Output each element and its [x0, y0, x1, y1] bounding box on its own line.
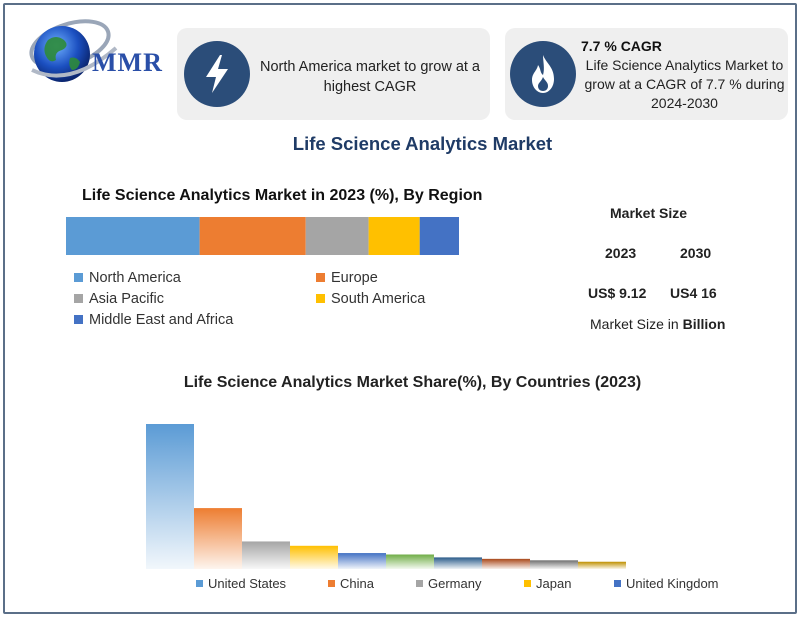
legend-label: United States	[208, 576, 287, 591]
legend-germany: Germany	[416, 576, 481, 591]
legend-asia-pacific: Asia Pacific	[74, 291, 164, 307]
note-prefix: Market Size in	[590, 316, 683, 332]
market-size-title: Market Size	[610, 205, 688, 221]
infographic-frame	[3, 3, 797, 614]
lightning-icon	[184, 41, 250, 107]
highlight-card-cagr: 7.7 % CAGR Life Science Analytics Market…	[505, 28, 788, 120]
market-size-year-2023: 2023	[605, 245, 637, 261]
legend-middle-east-africa: Middle East and Africa	[74, 312, 233, 328]
legend-swatch	[328, 580, 335, 588]
legend-south-america: South America	[316, 291, 425, 307]
stack-segment-asia-pacific	[305, 217, 369, 255]
legend-label: Asia Pacific	[89, 291, 164, 307]
legend-label: Japan	[536, 576, 572, 591]
logo-text: MMR	[92, 48, 163, 77]
legend-label: Europe	[331, 270, 378, 286]
region-chart-title: Life Science Analytics Market in 2023 (%…	[82, 187, 483, 204]
legend-swatch	[524, 580, 531, 588]
flame-icon	[510, 41, 576, 107]
legend-swatch	[416, 580, 423, 588]
cagr-heading: 7.7 % CAGR	[581, 38, 662, 54]
page-title: Life Science Analytics Market	[292, 133, 553, 154]
country-chart-title: Life Science Analytics Market Share(%), …	[183, 374, 642, 391]
legend-label: United Kingdom	[626, 576, 719, 591]
legend-label: South America	[331, 291, 426, 307]
card-text: Life Science Analytics Market to grow at…	[584, 57, 785, 111]
market-size-unit-note: Market Size in Billion	[590, 316, 725, 332]
legend-label: Middle East and Africa	[89, 312, 234, 328]
mmr-logo: MMR	[18, 18, 168, 88]
legend-swatch	[74, 314, 83, 324]
market-size-year-2030: 2030	[680, 245, 712, 261]
legend-label: North America	[89, 270, 181, 286]
legend-japan: Japan	[524, 576, 571, 591]
card-text: North America market to grow at a highes…	[260, 59, 480, 95]
highlight-card-north-america: North America market to grow at a highes…	[177, 28, 490, 120]
legend-swatch	[316, 293, 325, 303]
legend-swatch	[196, 580, 203, 588]
stack-segment-south-america	[368, 217, 420, 255]
note-unit: Billion	[682, 316, 726, 332]
region-stacked-bar	[66, 217, 459, 255]
globe-logo-icon	[29, 19, 118, 82]
legend-swatch	[316, 272, 325, 282]
legend-united-states: United States	[196, 576, 286, 591]
legend-north-america: North America	[74, 270, 181, 286]
legend-europe: Europe	[316, 270, 378, 286]
stack-segment-middle-east-and-africa	[419, 217, 459, 255]
market-size-value-2023: US$ 9.12	[588, 285, 647, 301]
legend-swatch	[614, 580, 621, 588]
legend-united-kingdom: United Kingdom	[614, 576, 719, 591]
stack-segment-north-america	[66, 217, 200, 255]
market-size-value-2030: US4 16	[670, 285, 717, 301]
legend-label: Germany	[428, 576, 482, 591]
legend-swatch	[74, 293, 83, 303]
stack-segment-europe	[199, 217, 306, 255]
legend-label: China	[340, 576, 374, 591]
legend-china: China	[328, 576, 374, 591]
legend-swatch	[74, 272, 83, 282]
